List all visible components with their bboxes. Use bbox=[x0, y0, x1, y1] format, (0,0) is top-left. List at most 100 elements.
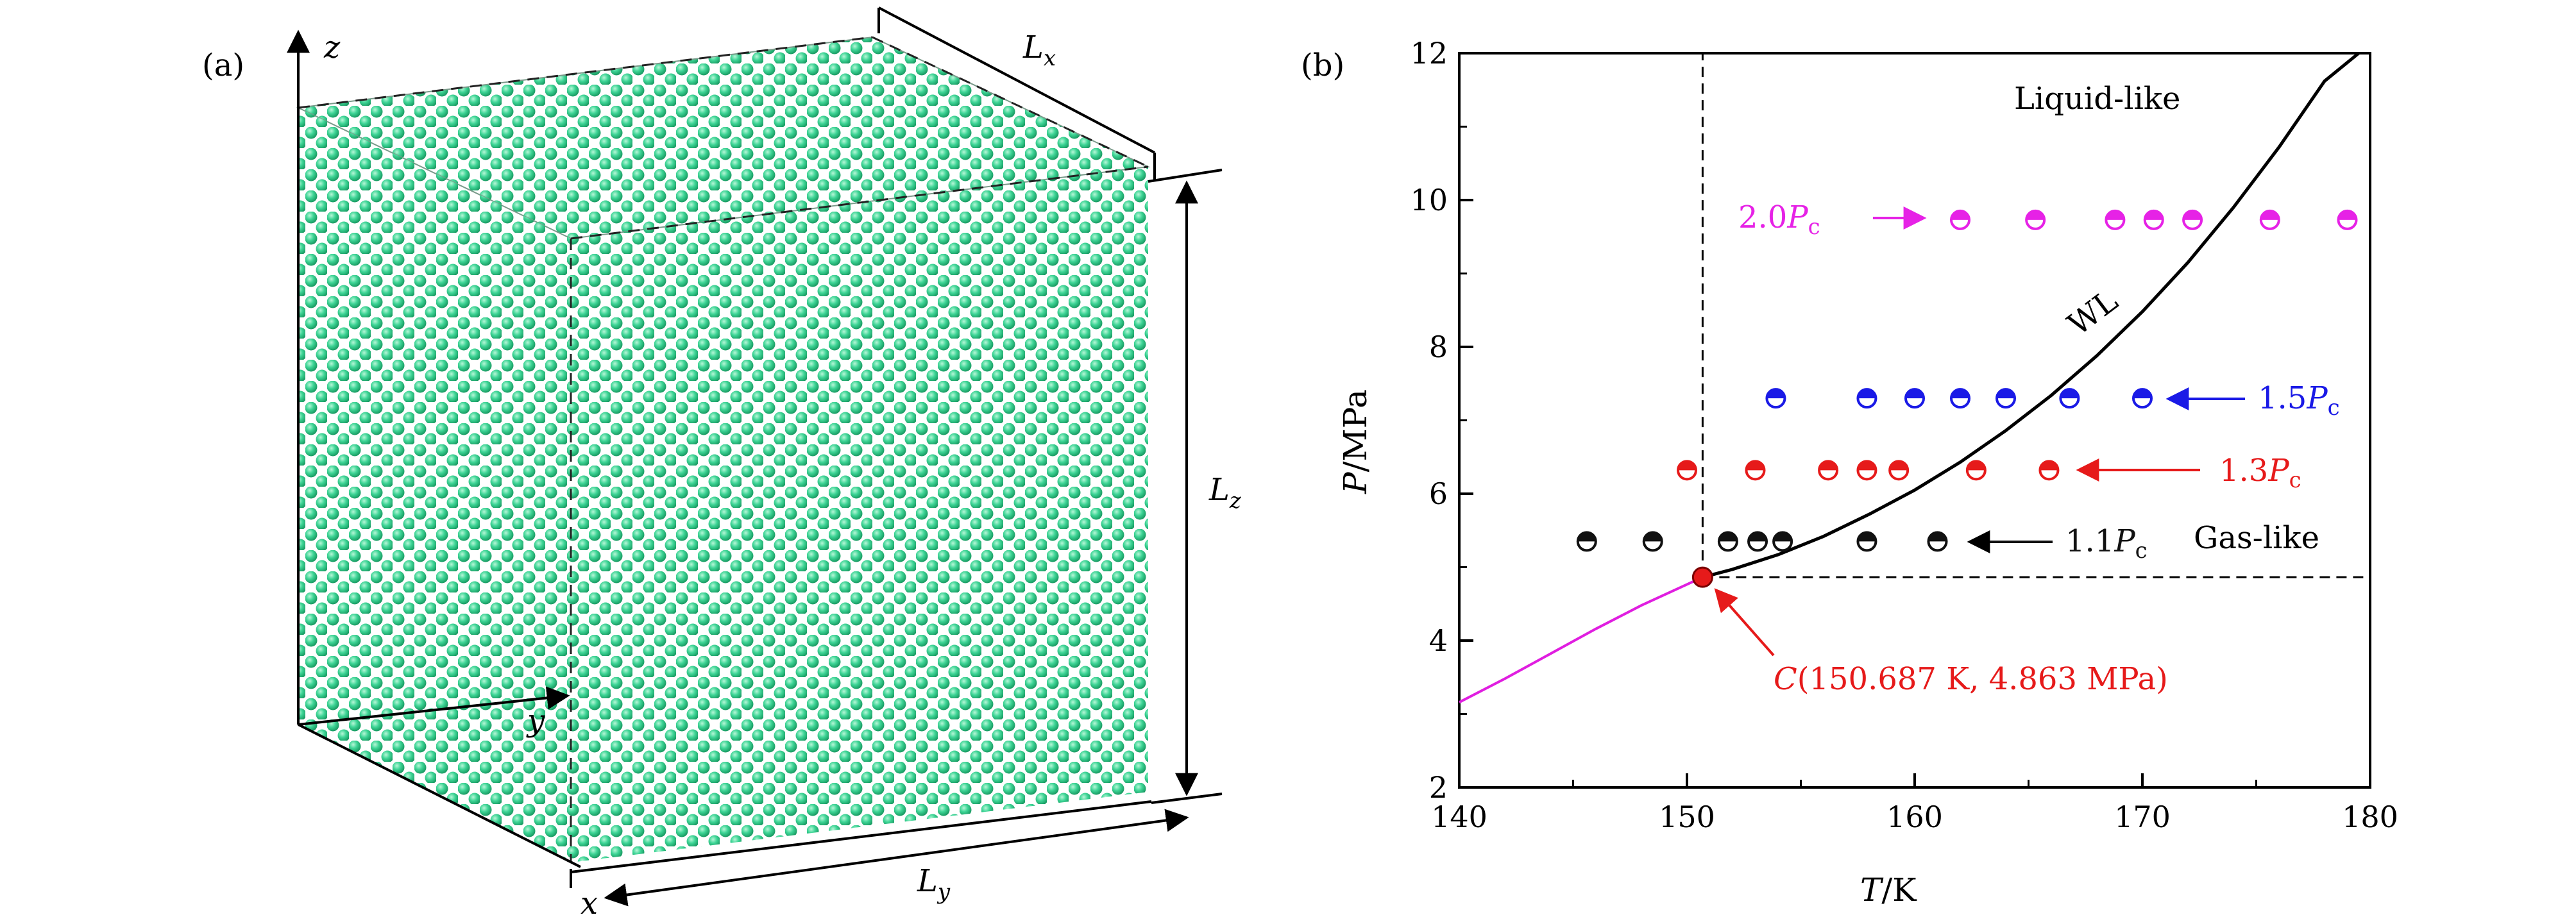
dimension-ly-label: Ly bbox=[917, 863, 951, 905]
state-point-marker bbox=[1818, 460, 1839, 481]
marker-fill bbox=[1749, 532, 1767, 542]
series-label-1-1: 1.1Pc bbox=[1967, 523, 2148, 564]
series-label-1-1-text: 1.1Pc bbox=[2065, 523, 2148, 564]
liquid-like-region-label: Liquid-like bbox=[2014, 81, 2180, 117]
marker-fill bbox=[1767, 389, 1785, 399]
marker-fill bbox=[1858, 532, 1876, 542]
state-point-marker bbox=[2182, 209, 2203, 230]
state-point-marker bbox=[1765, 388, 1786, 409]
marker-fill bbox=[1951, 210, 1969, 220]
marker-fill bbox=[1577, 532, 1596, 542]
marker-fill bbox=[2260, 210, 2279, 220]
marker-fill bbox=[1858, 389, 1876, 399]
critical-point-marker bbox=[1691, 566, 1713, 588]
atom-cube-left-face bbox=[298, 108, 571, 862]
marker-fill bbox=[2338, 210, 2357, 220]
panel-b-label: (b) bbox=[1301, 47, 1344, 83]
marker-fill bbox=[1951, 389, 1969, 399]
state-point-marker bbox=[2025, 209, 2046, 230]
axis-ticks bbox=[1458, 52, 2371, 789]
x-axis-label: x bbox=[580, 886, 598, 921]
x-axis-title: T/K bbox=[1860, 871, 1917, 909]
dimension-lx-label: Lx bbox=[1022, 29, 1056, 71]
marker-fill bbox=[1928, 532, 1947, 542]
state-point-marker bbox=[2059, 388, 2080, 409]
widom-line-label: WL bbox=[2062, 283, 2125, 343]
coordinate-axes bbox=[287, 29, 581, 868]
z-axis-label: z bbox=[323, 29, 341, 65]
series-label-1-5: 1.5Pc bbox=[2165, 380, 2340, 421]
y-axis-line bbox=[298, 686, 570, 726]
y-tick-label: 12 bbox=[1410, 36, 1448, 71]
state-point-marker bbox=[1772, 531, 1793, 552]
dimension-lz bbox=[1148, 169, 1223, 804]
chart-markers bbox=[1576, 209, 2358, 588]
state-point-marker bbox=[1996, 388, 2016, 409]
state-point-marker bbox=[1965, 460, 1987, 481]
state-point-marker bbox=[2132, 388, 2153, 409]
x-tick-label: 140 bbox=[1431, 800, 1487, 834]
state-point-marker bbox=[2105, 209, 2126, 230]
state-point-marker bbox=[1747, 531, 1768, 552]
series-label-1-3-text: 1.3Pc bbox=[2219, 453, 2301, 493]
marker-fill bbox=[1678, 461, 1696, 471]
marker-fill bbox=[1997, 389, 2015, 399]
y-tick-label: 6 bbox=[1429, 476, 1448, 511]
marker-fill bbox=[2106, 210, 2124, 220]
state-point-marker bbox=[1677, 460, 1697, 481]
y-tick-label: 2 bbox=[1429, 770, 1448, 805]
y-axis-label: y bbox=[526, 703, 545, 739]
marker-fill bbox=[1890, 461, 1908, 471]
marker-fill bbox=[1643, 532, 1662, 542]
marker-fill bbox=[1774, 532, 1792, 542]
marker-fill bbox=[2026, 210, 2045, 220]
y-tick-label: 4 bbox=[1429, 623, 1448, 658]
marker-fill bbox=[1819, 461, 1838, 471]
marker-fill bbox=[1746, 461, 1765, 471]
x-tick-label: 170 bbox=[2114, 800, 2171, 834]
y-tick-label: 10 bbox=[1410, 183, 1448, 217]
state-point-marker bbox=[1856, 388, 1877, 409]
series-label-2-0-text: 2.0Pc bbox=[1738, 199, 1820, 240]
state-point-marker bbox=[1950, 209, 1970, 230]
series-label-1-3: 1.3Pc bbox=[2076, 453, 2301, 493]
state-point-marker bbox=[1745, 460, 1766, 481]
state-point-marker bbox=[2038, 460, 2060, 481]
x-tick-label: 160 bbox=[1886, 800, 1943, 834]
state-point-marker bbox=[1888, 460, 1910, 481]
state-point-marker bbox=[1856, 460, 1877, 481]
state-point-marker bbox=[1576, 531, 1597, 552]
dimension-lx bbox=[877, 6, 1156, 181]
marker-fill bbox=[1858, 461, 1876, 471]
x-tick-label: 150 bbox=[1659, 800, 1715, 834]
atom-cube-front-face bbox=[571, 167, 1148, 862]
state-point-marker bbox=[1904, 388, 1925, 409]
x-axis-line bbox=[298, 723, 581, 868]
state-point-marker bbox=[1642, 531, 1663, 552]
marker-fill bbox=[2144, 210, 2163, 220]
series-label-2-0: 2.0Pc bbox=[1738, 199, 1927, 240]
marker-fill bbox=[1906, 389, 1924, 399]
state-point-marker bbox=[1927, 531, 1948, 552]
panel-a-simulation-box: (a) z y x Lx bbox=[202, 6, 1242, 921]
marker-fill bbox=[1967, 461, 1985, 471]
state-point-marker bbox=[1950, 388, 1970, 409]
axis-tick-labels: 140 150 160 170 180 2 4 6 8 10 12 bbox=[1410, 36, 2398, 834]
state-point-marker bbox=[2337, 209, 2358, 230]
series-label-1-5-text: 1.5Pc bbox=[2258, 380, 2340, 421]
chart-lines bbox=[1459, 52, 2370, 703]
critical-point-arrow bbox=[1714, 588, 1775, 657]
marker-fill bbox=[1718, 532, 1737, 542]
state-point-marker bbox=[2259, 209, 2280, 230]
marker-fill bbox=[2183, 210, 2202, 220]
x-tick-label: 180 bbox=[2342, 800, 2398, 834]
gas-like-region-label: Gas-like bbox=[2194, 520, 2319, 556]
widom-line-curve bbox=[1702, 52, 2360, 579]
panel-b-phase-diagram: (b) 140 150 160 170 180 2 4 6 8 10 12 T/K P/MPa Li… bbox=[1301, 36, 2398, 909]
coexistence-curve bbox=[1459, 576, 1704, 703]
marker-fill bbox=[2133, 389, 2151, 399]
critical-point-label: C(150.687 K, 4.863 MPa) bbox=[1774, 661, 2168, 697]
state-point-marker bbox=[1856, 531, 1877, 552]
box-hidden-edges bbox=[298, 36, 1149, 862]
state-point-marker bbox=[1717, 531, 1738, 552]
